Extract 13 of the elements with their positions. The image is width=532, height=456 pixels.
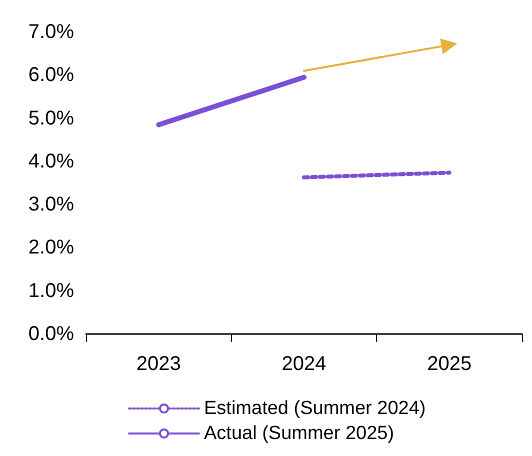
y-tick-label: 4.0%	[28, 150, 74, 172]
y-tick-label: 5.0%	[28, 107, 74, 130]
legend-label: Estimated (Summer 2024)	[204, 398, 426, 419]
y-tick-label: 6.0%	[28, 64, 74, 86]
y-tick-label: 2.0%	[28, 236, 74, 259]
x-tick-label: 2023	[136, 353, 181, 375]
x-tick-label: 2025	[427, 353, 472, 375]
y-tick-label: 1.0%	[28, 280, 74, 302]
y-tick-label: 7.0%	[28, 21, 74, 43]
legend-label: Actual (Summer 2025)	[204, 423, 394, 444]
x-tick-label: 2024	[282, 353, 326, 375]
y-tick-label: 0.0%	[28, 323, 74, 345]
y-tick-label: 3.0%	[28, 194, 74, 216]
